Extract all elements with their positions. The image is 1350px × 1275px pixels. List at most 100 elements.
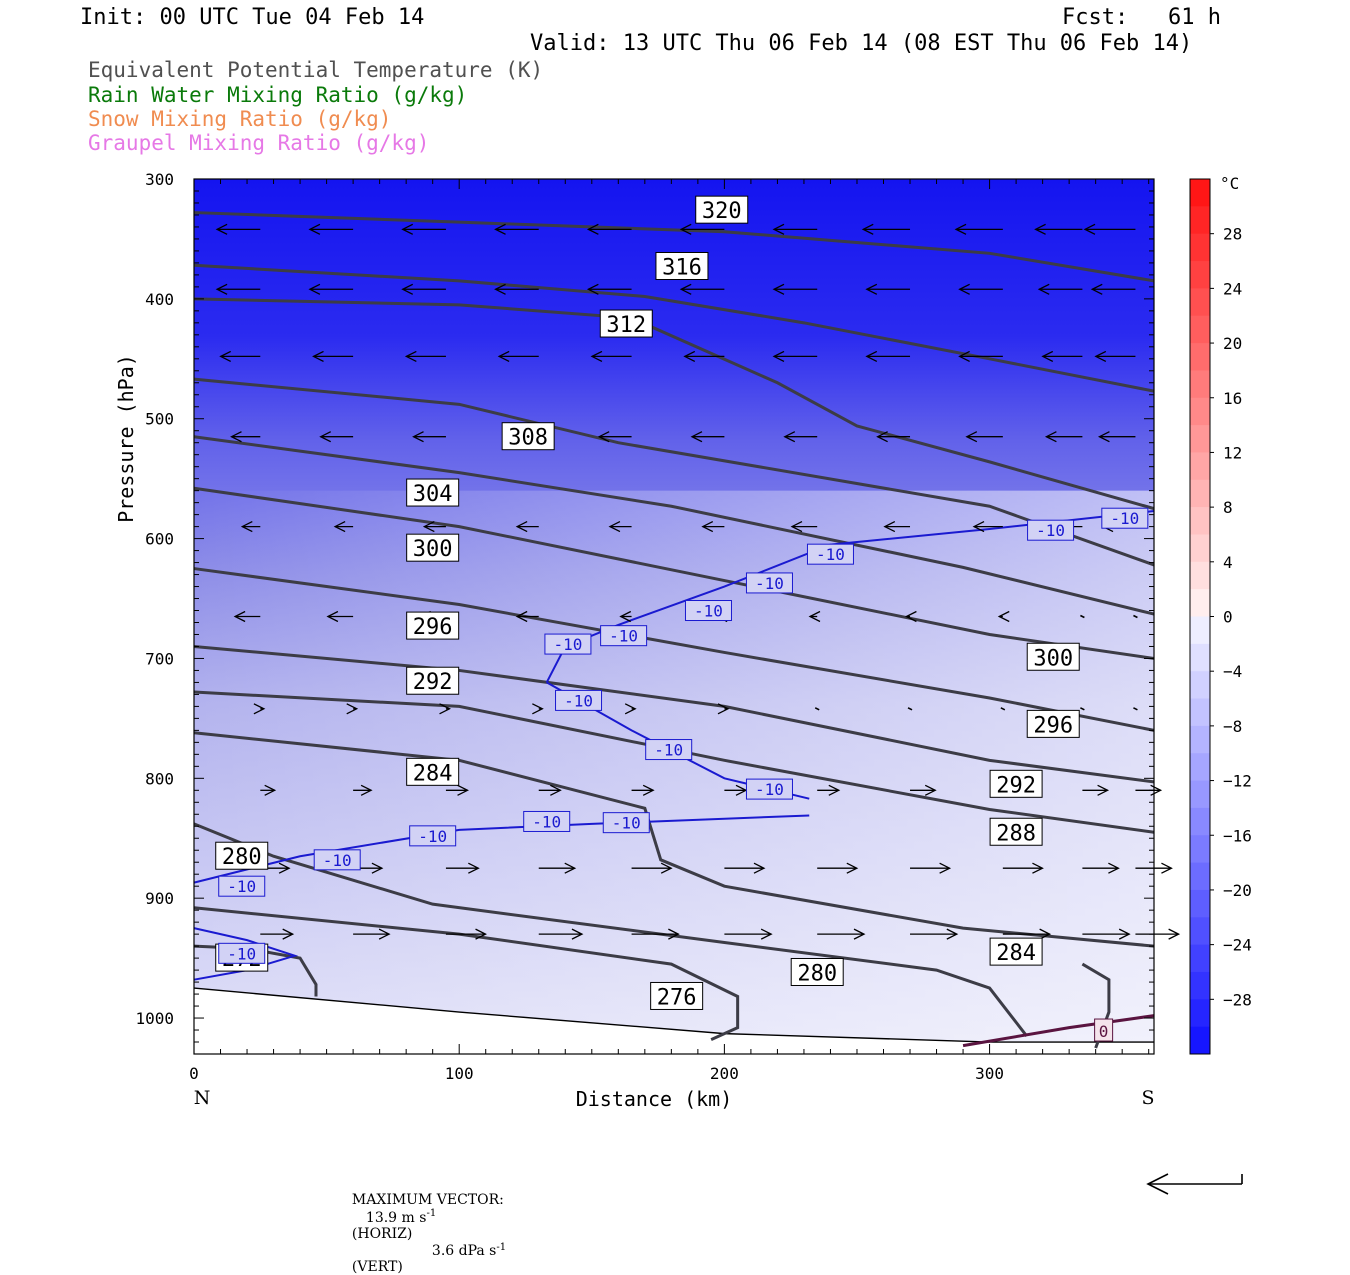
y-axis-title: Pressure (hPa) (114, 354, 138, 523)
colorbar-label: −16 (1223, 826, 1252, 845)
isotherm-label-box (1027, 519, 1075, 541)
horiz-max-exp: -1 (426, 1208, 437, 1219)
wind-vector-head (590, 350, 603, 362)
theta-e-contour-280 (193, 822, 1028, 1037)
colorbar-swatch (1190, 971, 1210, 1000)
wind-vector (910, 928, 959, 940)
wind-vector-head (494, 283, 506, 295)
wind-vector-head (624, 703, 637, 715)
theta-e-label-304: 304 (406, 478, 460, 507)
legend-graupel: Graupel Mixing Ratio (g/kg) (88, 131, 430, 155)
isotherm-label: -10 (684, 600, 732, 622)
wind-vector (1000, 707, 1006, 711)
colorbar-label: 4 (1223, 553, 1233, 572)
wind-vector-head (1044, 431, 1057, 443)
theta-e-contour-300 (193, 486, 1155, 660)
wind-vector (401, 283, 446, 295)
wind-vector (353, 928, 391, 940)
wind-vector-head (497, 350, 510, 362)
colorbar-label: −12 (1223, 772, 1252, 791)
theta-e-label-box (1026, 709, 1080, 738)
wind-vector-head (958, 283, 970, 295)
wind-vector (679, 223, 725, 235)
wind-vector-head (401, 223, 414, 235)
wind-vector (958, 350, 1003, 362)
wind-vector (861, 223, 911, 235)
y-tick-label: 900 (145, 889, 174, 908)
wind-vector (972, 521, 1003, 533)
colorbar-swatch (1190, 233, 1210, 262)
wind-vector (1090, 283, 1136, 295)
wind-vector (230, 431, 261, 443)
wind-vector-head (1041, 350, 1054, 362)
wind-vector-head (608, 521, 621, 533)
isotherm-label: -10 (218, 942, 266, 964)
wind-vector-head (532, 703, 544, 715)
isotherm-label: -10 (1101, 507, 1149, 529)
colorbar-swatch (1190, 1026, 1210, 1055)
wind-vector-head (904, 610, 917, 623)
wind-vector-head (571, 928, 584, 940)
wind-vector (215, 223, 261, 235)
wind-vector (308, 283, 354, 295)
wind-vector (683, 350, 725, 362)
wind-vector (233, 610, 261, 623)
isotherm-label: -10 (218, 875, 266, 897)
wind-vector (958, 283, 1003, 295)
isotherm-label-box (602, 812, 650, 834)
init-time-label: Init: 00 UTC Tue 04 Feb 14 (80, 5, 425, 30)
isotherm-label-text: -10 (418, 827, 447, 846)
theta-e-label-box (989, 769, 1043, 798)
wind-vector-head (1097, 431, 1110, 443)
theta-e-label-text: 312 (606, 313, 646, 338)
wind-vector (515, 521, 539, 533)
wind-vector-head (346, 703, 359, 715)
wind-vector (724, 928, 773, 940)
colorbar-swatch (1190, 534, 1210, 563)
theta-e-label-box (215, 841, 269, 870)
theta-e-contour-320 (193, 211, 1155, 283)
wind-vector-head (515, 610, 528, 623)
colorbar-label: 20 (1223, 334, 1242, 353)
wind-vector-head (230, 431, 242, 443)
wind-vector-head (278, 862, 291, 874)
wind-vector (538, 784, 562, 796)
wind-vector-head (378, 928, 391, 940)
wind-vector (1080, 614, 1085, 619)
theta-e-label-box (406, 666, 460, 695)
isotherm-label-box (523, 810, 571, 832)
wind-vector-head (958, 350, 970, 362)
wind-vector-head (679, 223, 692, 235)
colorbar-swatch (1190, 452, 1210, 481)
wind-vector (240, 521, 261, 533)
theta-e-label-text: 288 (996, 821, 1036, 846)
y-tick-label: 700 (145, 649, 174, 668)
isotherm-label-box (544, 633, 592, 655)
wind-vector (883, 521, 911, 533)
wind-vector-head (1097, 784, 1110, 796)
isotherm-label-box (409, 825, 457, 847)
theta-e-label-text: 292 (413, 670, 453, 695)
isotherm-label-box (645, 739, 693, 761)
theta-e-label-text: 300 (1033, 646, 1073, 671)
wind-vector-head (772, 350, 785, 362)
y-tick-label: 300 (145, 170, 174, 189)
isotherm-label: -10 (745, 778, 793, 800)
colorbar-swatch (1190, 671, 1210, 700)
wind-vector-head (997, 610, 1010, 623)
wind-vector (817, 862, 859, 874)
wind-vector-head (326, 610, 339, 623)
theta-e-label-box (989, 937, 1043, 966)
wind-vector-head (233, 610, 246, 623)
theta-e-label-text: 296 (413, 615, 453, 640)
wind-vector-head (1034, 223, 1046, 235)
horiz-max-value: 13.9 m s (365, 1209, 427, 1226)
wind-vector (865, 350, 911, 362)
wind-vector (701, 521, 725, 533)
isotherm-label-text: -10 (694, 602, 723, 621)
wind-vector (910, 784, 937, 796)
wind-vector-head (1037, 283, 1050, 295)
wind-vector-head (790, 521, 803, 533)
isotherm-label: -10 (602, 812, 650, 834)
wind-vector-head (550, 784, 562, 796)
